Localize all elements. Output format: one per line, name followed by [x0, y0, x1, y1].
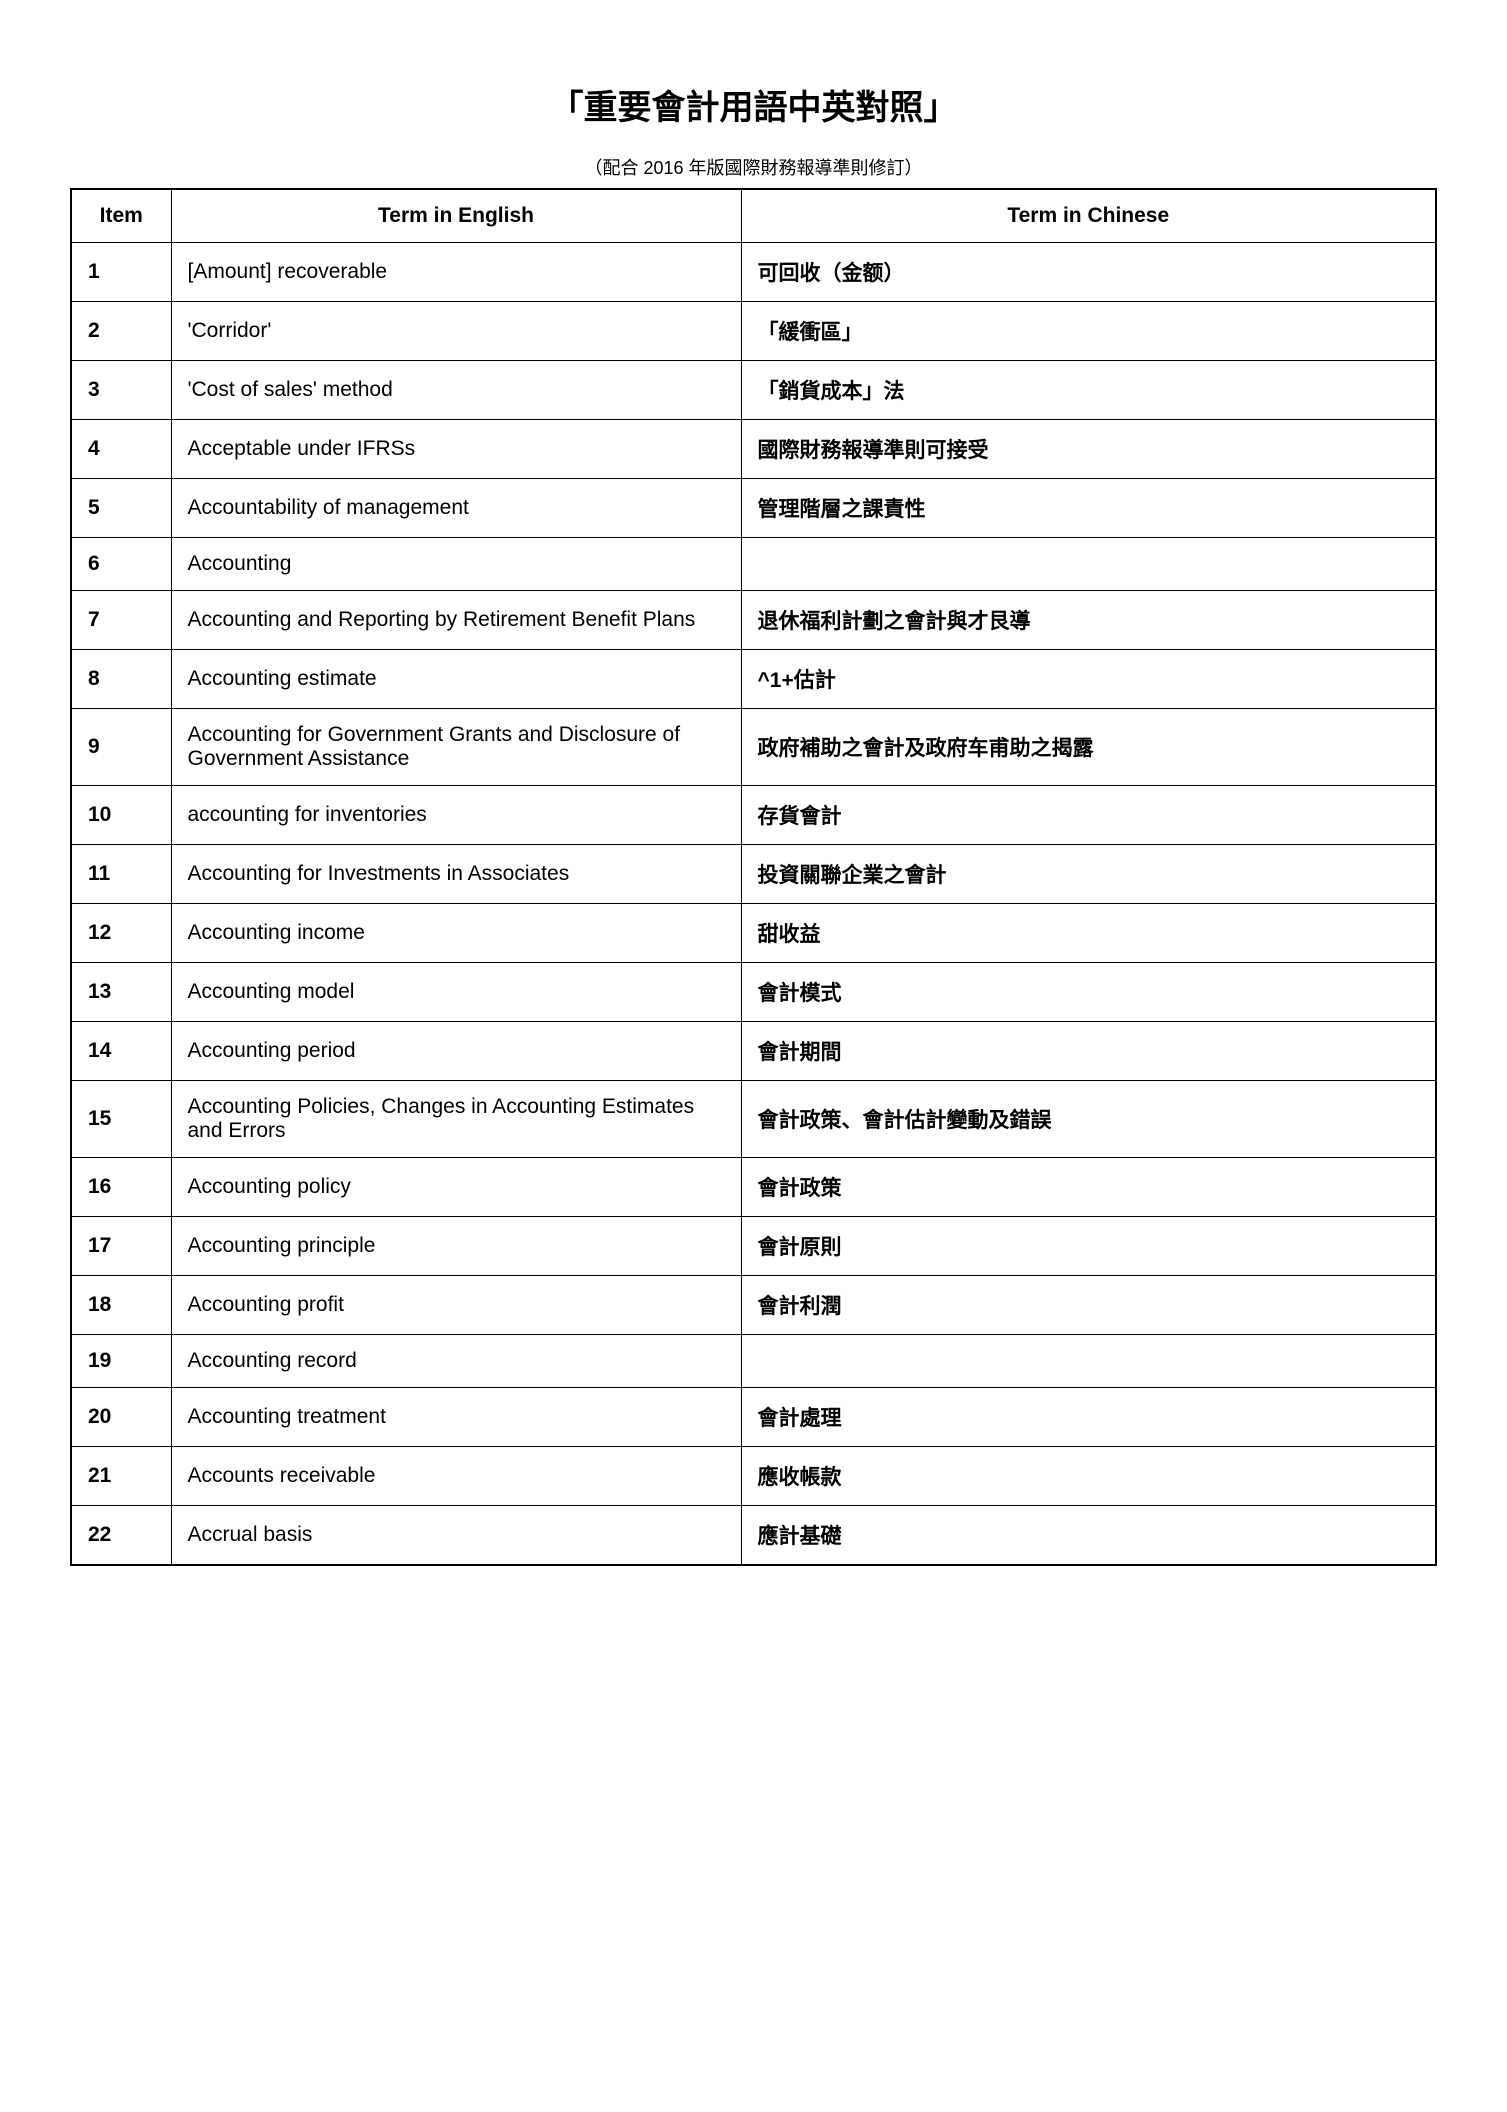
cell-chinese: ^1+估計 [741, 650, 1436, 709]
cell-item: 10 [71, 786, 171, 845]
cell-item: 20 [71, 1388, 171, 1447]
cell-item: 15 [71, 1081, 171, 1158]
cell-english: Accounting and Reporting by Retirement B… [171, 591, 741, 650]
cell-chinese: 應計基礎 [741, 1506, 1436, 1566]
cell-english: Accounting model [171, 963, 741, 1022]
cell-item: 18 [71, 1276, 171, 1335]
table-row: 12Accounting income甜收益 [71, 904, 1436, 963]
cell-english: Accounting treatment [171, 1388, 741, 1447]
document-subtitle: （配合 2016 年版國際財務報導準則修訂） [70, 154, 1437, 180]
cell-item: 17 [71, 1217, 171, 1276]
cell-item: 8 [71, 650, 171, 709]
cell-english: 'Corridor' [171, 302, 741, 361]
cell-chinese: 會計原則 [741, 1217, 1436, 1276]
table-row: 7Accounting and Reporting by Retirement … [71, 591, 1436, 650]
table-row: 16Accounting policy會計政策 [71, 1158, 1436, 1217]
cell-item: 1 [71, 243, 171, 302]
cell-chinese: 會計期間 [741, 1022, 1436, 1081]
cell-chinese: 甜收益 [741, 904, 1436, 963]
cell-chinese: 會計政策 [741, 1158, 1436, 1217]
cell-chinese: 可回收（金额） [741, 243, 1436, 302]
cell-english: 'Cost of sales' method [171, 361, 741, 420]
cell-item: 13 [71, 963, 171, 1022]
cell-english: Accountability of management [171, 479, 741, 538]
cell-english: accounting for inventories [171, 786, 741, 845]
cell-english: Accounting estimate [171, 650, 741, 709]
cell-chinese: 「緩衝區」 [741, 302, 1436, 361]
cell-item: 5 [71, 479, 171, 538]
table-row: 10accounting for inventories存貨會計 [71, 786, 1436, 845]
header-item: Item [71, 189, 171, 243]
cell-english: [Amount] recoverable [171, 243, 741, 302]
header-english: Term in English [171, 189, 741, 243]
cell-item: 9 [71, 709, 171, 786]
cell-chinese: 會計政策、會計估計變動及錯誤 [741, 1081, 1436, 1158]
cell-chinese: 國際財務報導準則可接受 [741, 420, 1436, 479]
cell-item: 4 [71, 420, 171, 479]
cell-english: Accounting principle [171, 1217, 741, 1276]
cell-english: Accounting Policies, Changes in Accounti… [171, 1081, 741, 1158]
cell-english: Accounting [171, 538, 741, 591]
cell-item: 21 [71, 1447, 171, 1506]
table-row: 5Accountability of management管理階層之課責性 [71, 479, 1436, 538]
cell-english: Accounts receivable [171, 1447, 741, 1506]
table-header-row: Item Term in English Term in Chinese [71, 189, 1436, 243]
table-row: 13Accounting model會計模式 [71, 963, 1436, 1022]
cell-english: Accrual basis [171, 1506, 741, 1566]
document-title: 「重要會計用語中英對照」 [70, 80, 1437, 129]
table-row: 11Accounting for Investments in Associat… [71, 845, 1436, 904]
cell-item: 12 [71, 904, 171, 963]
cell-item: 7 [71, 591, 171, 650]
cell-chinese: 政府補助之會計及政府车甫助之揭露 [741, 709, 1436, 786]
cell-english: Accounting profit [171, 1276, 741, 1335]
table-row: 3'Cost of sales' method「銷貨成本」法 [71, 361, 1436, 420]
terms-table: Item Term in English Term in Chinese 1[A… [70, 188, 1437, 1566]
table-row: 2'Corridor'「緩衝區」 [71, 302, 1436, 361]
table-row: 22Accrual basis應計基礎 [71, 1506, 1436, 1566]
cell-chinese: 應收帳款 [741, 1447, 1436, 1506]
cell-english: Accounting record [171, 1335, 741, 1388]
cell-chinese: 存貨會計 [741, 786, 1436, 845]
cell-chinese: 管理階層之課責性 [741, 479, 1436, 538]
cell-item: 19 [71, 1335, 171, 1388]
table-row: 17Accounting principle會計原則 [71, 1217, 1436, 1276]
table-row: 6Accounting [71, 538, 1436, 591]
cell-chinese: 「銷貨成本」法 [741, 361, 1436, 420]
cell-item: 2 [71, 302, 171, 361]
cell-item: 11 [71, 845, 171, 904]
cell-item: 16 [71, 1158, 171, 1217]
table-row: 14Accounting period會計期間 [71, 1022, 1436, 1081]
table-row: 9Accounting for Government Grants and Di… [71, 709, 1436, 786]
table-row: 4Acceptable under IFRSs國際財務報導準則可接受 [71, 420, 1436, 479]
cell-item: 6 [71, 538, 171, 591]
cell-chinese: 會計處理 [741, 1388, 1436, 1447]
cell-item: 14 [71, 1022, 171, 1081]
cell-english: Accounting for Government Grants and Dis… [171, 709, 741, 786]
cell-english: Accounting policy [171, 1158, 741, 1217]
cell-english: Accounting for Investments in Associates [171, 845, 741, 904]
table-row: 15Accounting Policies, Changes in Accoun… [71, 1081, 1436, 1158]
table-row: 21Accounts receivable應收帳款 [71, 1447, 1436, 1506]
cell-chinese [741, 538, 1436, 591]
cell-english: Acceptable under IFRSs [171, 420, 741, 479]
table-row: 19Accounting record [71, 1335, 1436, 1388]
cell-chinese: 投資關聯企業之會計 [741, 845, 1436, 904]
cell-english: Accounting period [171, 1022, 741, 1081]
cell-item: 3 [71, 361, 171, 420]
table-row: 8Accounting estimate^1+估計 [71, 650, 1436, 709]
table-row: 18Accounting profit會計利潤 [71, 1276, 1436, 1335]
cell-chinese: 退休福利計劃之會計與才艮導 [741, 591, 1436, 650]
table-row: 1[Amount] recoverable可回收（金额） [71, 243, 1436, 302]
cell-english: Accounting income [171, 904, 741, 963]
cell-chinese: 會計利潤 [741, 1276, 1436, 1335]
header-chinese: Term in Chinese [741, 189, 1436, 243]
cell-item: 22 [71, 1506, 171, 1566]
cell-chinese: 會計模式 [741, 963, 1436, 1022]
table-row: 20Accounting treatment會計處理 [71, 1388, 1436, 1447]
cell-chinese [741, 1335, 1436, 1388]
